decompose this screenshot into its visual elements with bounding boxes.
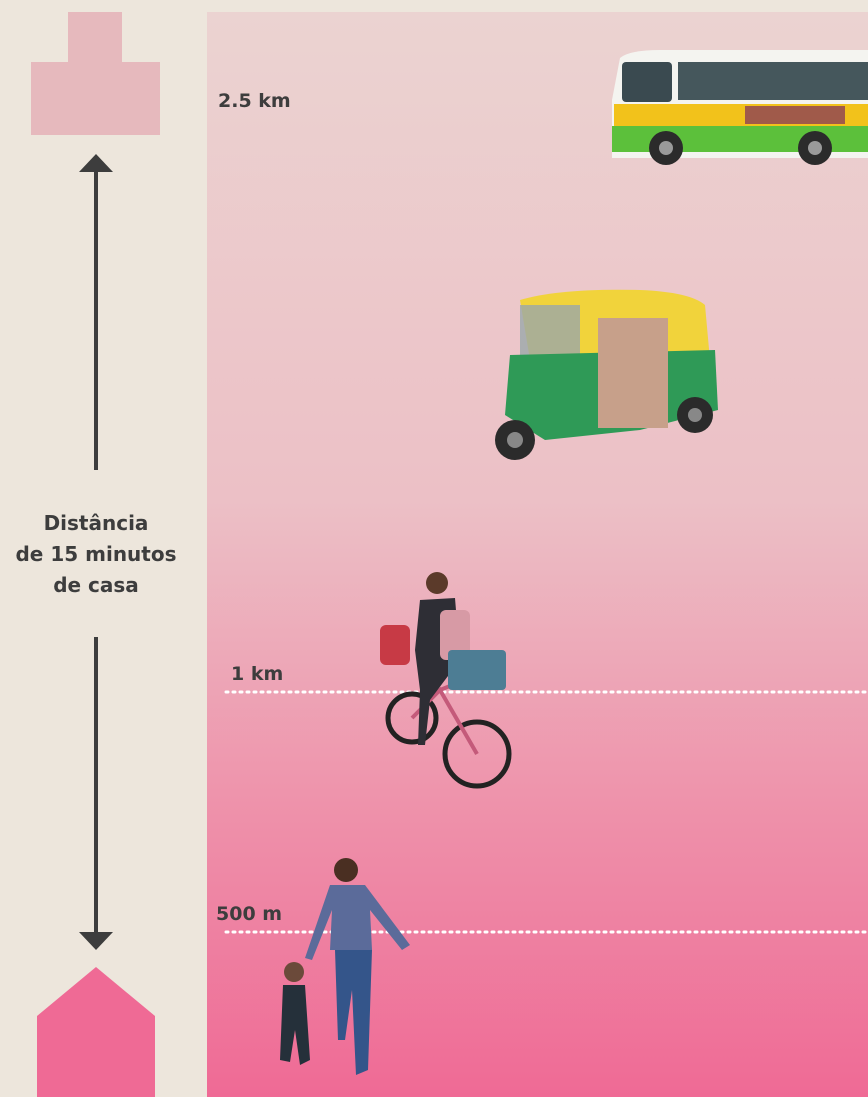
distance-panel bbox=[207, 12, 868, 1097]
distance-label: 1 km bbox=[231, 663, 283, 685]
caption-line: de 15 minutos bbox=[15, 542, 176, 566]
distance-label: 500 m bbox=[216, 903, 282, 925]
bus-illustration bbox=[612, 50, 868, 165]
caption-line: de casa bbox=[53, 573, 139, 597]
caption-line: Distância bbox=[44, 511, 149, 535]
distance-label: 2.5 km bbox=[218, 90, 291, 112]
infographic: Distância de 15 minutos de casa 2.5 km 1… bbox=[0, 0, 868, 1097]
page: Distância de 15 minutos de casa 2.5 km 1… bbox=[0, 0, 868, 1097]
